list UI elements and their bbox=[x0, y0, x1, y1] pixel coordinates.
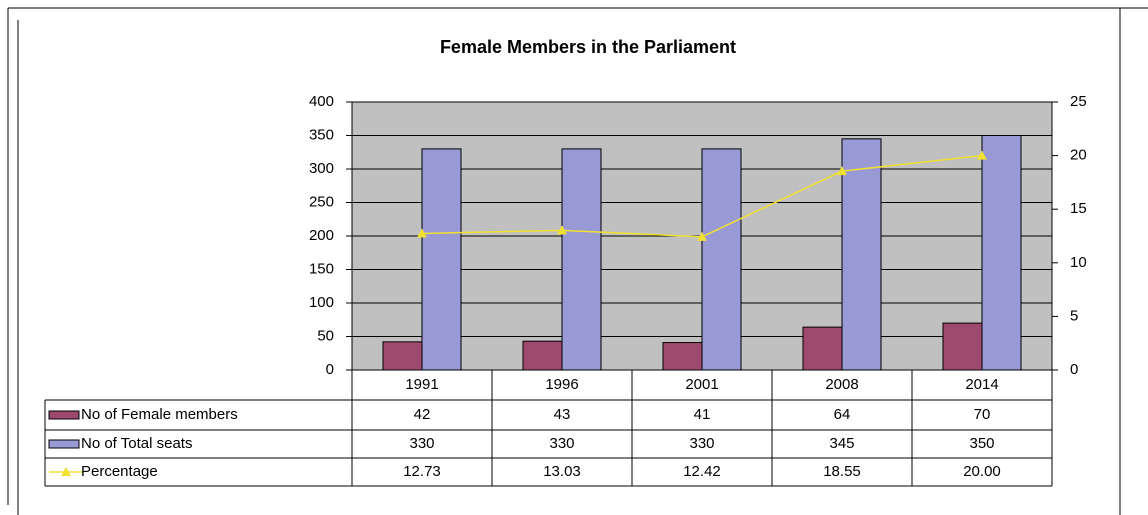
marker bbox=[417, 228, 427, 238]
y2-tick-label: 25 bbox=[1070, 93, 1087, 110]
marker bbox=[837, 166, 847, 176]
x-tick-label: 1991 bbox=[405, 376, 438, 393]
y-tick-label: 350 bbox=[309, 126, 334, 143]
bar bbox=[981, 135, 1022, 371]
marker bbox=[977, 150, 987, 160]
legend-key bbox=[48, 439, 80, 449]
data-label: 41 bbox=[694, 406, 711, 423]
data-label: 70 bbox=[974, 406, 991, 423]
data-label: 330 bbox=[549, 435, 574, 452]
y-tick-label: 100 bbox=[309, 294, 334, 311]
y2-tick-label: 15 bbox=[1070, 200, 1087, 217]
legend-label: No of Total seats bbox=[81, 435, 192, 452]
legend-key bbox=[48, 410, 80, 420]
data-label: 20.00 bbox=[963, 463, 1001, 480]
data-label: 43 bbox=[554, 406, 571, 423]
data-label: 345 bbox=[829, 435, 854, 452]
data-label: 18.55 bbox=[823, 463, 861, 480]
x-tick-label: 2014 bbox=[965, 376, 998, 393]
data-label: 350 bbox=[969, 435, 994, 452]
legend-key bbox=[61, 467, 71, 476]
bar bbox=[662, 342, 703, 371]
marker bbox=[557, 225, 567, 235]
y-tick-label: 250 bbox=[309, 193, 334, 210]
legend-label: Percentage bbox=[81, 463, 158, 480]
bar bbox=[841, 138, 882, 371]
y-tick-label: 400 bbox=[309, 93, 334, 110]
data-label: 12.73 bbox=[403, 463, 441, 480]
x-tick-label: 2001 bbox=[685, 376, 718, 393]
y-tick-label: 50 bbox=[317, 327, 334, 344]
data-label: 13.03 bbox=[543, 463, 581, 480]
y-tick-label: 150 bbox=[309, 260, 334, 277]
x-tick-label: 2008 bbox=[825, 376, 858, 393]
bar bbox=[421, 148, 462, 371]
y2-tick-label: 5 bbox=[1070, 307, 1078, 324]
y2-tick-label: 0 bbox=[1070, 361, 1078, 378]
y-tick-label: 300 bbox=[309, 160, 334, 177]
data-label: 12.42 bbox=[683, 463, 721, 480]
bar bbox=[802, 326, 843, 371]
data-label: 330 bbox=[689, 435, 714, 452]
data-label: 64 bbox=[834, 406, 851, 423]
data-label: 42 bbox=[414, 406, 431, 423]
y-tick-label: 200 bbox=[309, 227, 334, 244]
y2-tick-label: 10 bbox=[1070, 254, 1087, 271]
y-tick-label: 0 bbox=[326, 361, 334, 378]
x-tick-label: 1996 bbox=[545, 376, 578, 393]
bar bbox=[942, 322, 983, 371]
bar bbox=[382, 341, 423, 371]
chart-title: Female Members in the Parliament bbox=[440, 37, 736, 57]
y2-tick-label: 20 bbox=[1070, 147, 1087, 164]
legend-label: No of Female members bbox=[81, 406, 238, 423]
bar bbox=[561, 148, 602, 371]
bar bbox=[701, 148, 742, 371]
data-label: 330 bbox=[409, 435, 434, 452]
marker bbox=[697, 231, 707, 241]
bar bbox=[522, 340, 563, 371]
